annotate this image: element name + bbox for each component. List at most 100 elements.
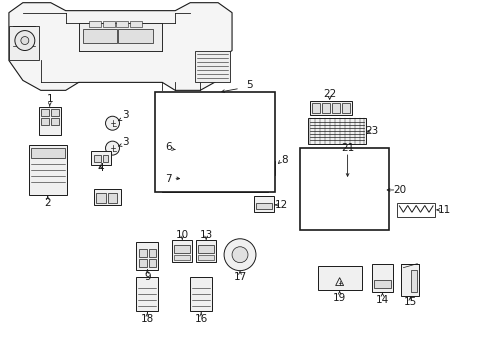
Bar: [373, 280, 390, 288]
Bar: [118, 28, 153, 42]
Text: 12: 12: [275, 200, 288, 210]
Text: 3: 3: [122, 110, 128, 120]
Bar: [246, 120, 261, 132]
Text: 5: 5: [246, 80, 253, 90]
Bar: [185, 120, 203, 132]
Text: 16: 16: [194, 314, 207, 324]
Bar: [255, 203, 271, 209]
Text: 7: 7: [164, 174, 171, 184]
Bar: [51, 109, 59, 116]
Bar: [136, 242, 158, 270]
Text: 6: 6: [164, 142, 171, 152]
Bar: [79, 23, 162, 50]
Bar: [266, 161, 274, 175]
Bar: [102, 155, 107, 162]
Bar: [39, 107, 61, 135]
Text: 20: 20: [392, 185, 405, 195]
Bar: [253, 196, 273, 212]
Bar: [174, 255, 190, 260]
Bar: [130, 21, 142, 27]
Bar: [82, 28, 117, 42]
Bar: [116, 21, 128, 27]
Bar: [299, 148, 388, 230]
Bar: [353, 182, 381, 210]
Bar: [307, 118, 365, 144]
Circle shape: [303, 156, 311, 164]
Bar: [174, 245, 190, 253]
Text: 14: 14: [375, 294, 388, 305]
Text: 4: 4: [97, 163, 103, 173]
Bar: [90, 151, 110, 165]
Bar: [9, 26, 39, 60]
Text: 8: 8: [281, 155, 287, 165]
Bar: [139, 249, 147, 257]
Bar: [198, 245, 214, 253]
Bar: [149, 259, 156, 267]
Bar: [172, 240, 192, 262]
Bar: [41, 109, 49, 116]
Bar: [29, 145, 66, 195]
Circle shape: [323, 191, 331, 199]
Bar: [162, 166, 267, 192]
Circle shape: [105, 116, 119, 130]
Circle shape: [222, 145, 234, 157]
Circle shape: [216, 173, 227, 185]
Bar: [341, 103, 349, 113]
Text: 21: 21: [340, 143, 353, 153]
Bar: [155, 92, 274, 192]
Bar: [309, 101, 351, 115]
Bar: [136, 276, 158, 311]
Bar: [93, 189, 121, 205]
Bar: [41, 118, 49, 125]
Circle shape: [15, 31, 35, 50]
Text: 13: 13: [199, 230, 212, 240]
Text: 11: 11: [437, 205, 450, 215]
Circle shape: [21, 37, 29, 45]
Bar: [196, 240, 216, 262]
Text: 10: 10: [175, 230, 188, 240]
Text: 9: 9: [144, 272, 150, 282]
Bar: [165, 120, 183, 132]
Circle shape: [254, 185, 261, 191]
Bar: [162, 137, 267, 165]
Text: 19: 19: [332, 293, 346, 302]
Text: 23: 23: [364, 126, 377, 136]
Text: 1: 1: [46, 94, 53, 104]
Bar: [410, 270, 416, 292]
Bar: [88, 21, 101, 27]
Text: 18: 18: [141, 314, 154, 324]
Bar: [397, 203, 434, 217]
Bar: [179, 107, 189, 117]
Circle shape: [187, 143, 203, 159]
Bar: [195, 50, 229, 82]
Bar: [51, 118, 59, 125]
Circle shape: [184, 168, 206, 190]
Bar: [162, 117, 267, 135]
Text: 15: 15: [403, 297, 416, 306]
Bar: [149, 249, 156, 257]
Circle shape: [224, 239, 255, 271]
Circle shape: [232, 247, 247, 263]
Circle shape: [313, 156, 321, 164]
Bar: [355, 187, 379, 195]
Bar: [31, 148, 64, 158]
Bar: [198, 255, 214, 260]
Circle shape: [179, 135, 211, 167]
Bar: [95, 193, 105, 203]
Bar: [321, 103, 329, 113]
Bar: [331, 103, 339, 113]
Bar: [224, 120, 243, 132]
Circle shape: [214, 137, 242, 165]
Bar: [311, 103, 319, 113]
Circle shape: [318, 186, 336, 204]
Bar: [355, 198, 379, 207]
Text: 17: 17: [233, 272, 246, 282]
Bar: [107, 193, 117, 203]
Bar: [371, 264, 393, 292]
Circle shape: [309, 177, 345, 213]
Circle shape: [189, 173, 201, 185]
Bar: [190, 276, 212, 311]
Bar: [162, 107, 177, 115]
Circle shape: [105, 141, 119, 155]
Text: 2: 2: [44, 198, 51, 208]
